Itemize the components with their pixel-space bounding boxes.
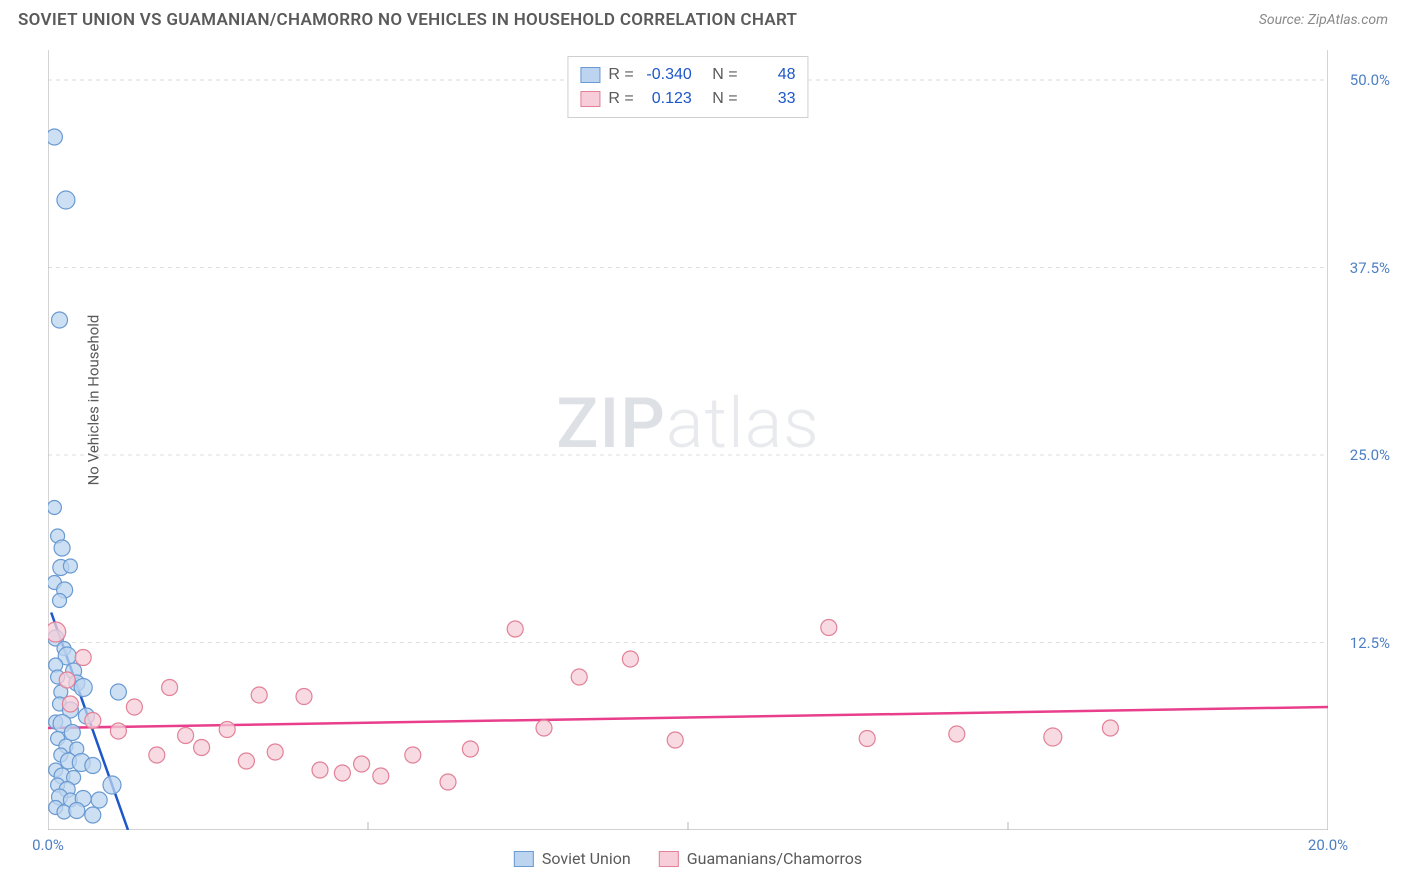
legend-swatch-series1 bbox=[514, 851, 534, 867]
stats-row-series1: R = -0.340 N = 48 bbox=[580, 63, 795, 87]
y-tick-label: 37.5% bbox=[1350, 259, 1390, 277]
stats-box: R = -0.340 N = 48 R = 0.123 N = 33 bbox=[567, 56, 808, 118]
x-tick-label: 20.0% bbox=[1308, 836, 1348, 854]
n-value-series2: 33 bbox=[746, 87, 796, 111]
label-r: R = bbox=[608, 87, 633, 111]
swatch-series2 bbox=[580, 91, 600, 107]
legend-swatch-series2 bbox=[659, 851, 679, 867]
y-axis-label: No Vehicles in Household bbox=[84, 315, 102, 486]
n-value-series1: 48 bbox=[746, 63, 796, 87]
legend-label-series2: Guamanians/Chamorros bbox=[687, 849, 862, 868]
bottom-legend: Soviet Union Guamanians/Chamorros bbox=[514, 849, 862, 868]
swatch-series1 bbox=[580, 67, 600, 83]
chart-area: ZIPatlas R = -0.340 N = 48 R = 0.123 N =… bbox=[48, 50, 1328, 830]
label-r: R = bbox=[608, 63, 633, 87]
stats-row-series2: R = 0.123 N = 33 bbox=[580, 87, 795, 111]
legend-item-series2: Guamanians/Chamorros bbox=[659, 849, 862, 868]
scatter-plot bbox=[48, 50, 1328, 830]
x-tick-label: 0.0% bbox=[32, 836, 64, 854]
legend-label-series1: Soviet Union bbox=[542, 849, 631, 868]
y-tick-label: 25.0% bbox=[1350, 446, 1390, 464]
label-n: N = bbox=[712, 87, 737, 111]
label-n: N = bbox=[712, 63, 737, 87]
r-value-series1: -0.340 bbox=[642, 63, 692, 87]
source-attribution: Source: ZipAtlas.com bbox=[1259, 12, 1388, 28]
y-tick-label: 12.5% bbox=[1350, 634, 1390, 652]
r-value-series2: 0.123 bbox=[642, 87, 692, 111]
chart-title: SOVIET UNION VS GUAMANIAN/CHAMORRO NO VE… bbox=[18, 10, 797, 30]
y-tick-label: 50.0% bbox=[1350, 71, 1390, 89]
legend-item-series1: Soviet Union bbox=[514, 849, 631, 868]
